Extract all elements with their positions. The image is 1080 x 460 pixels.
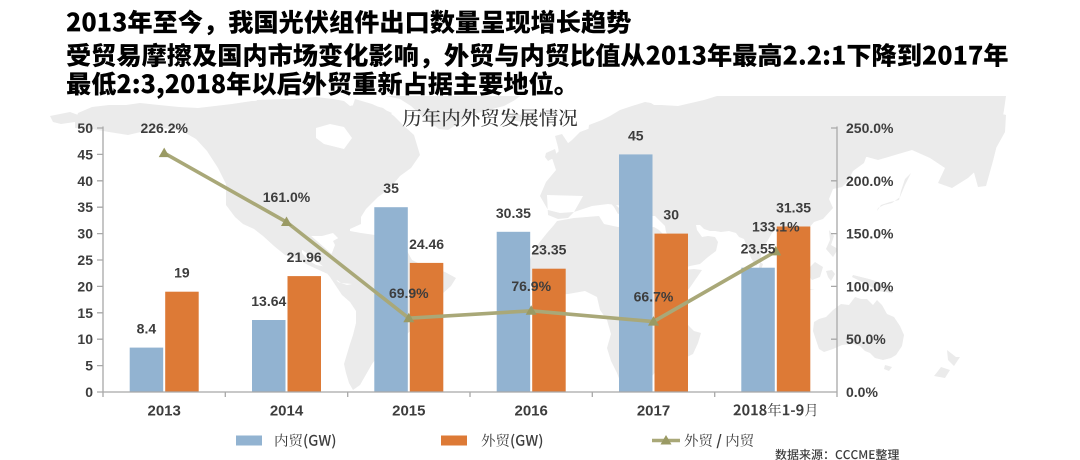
svg-text:200.0%: 200.0% [846,173,894,189]
svg-text:50.0%: 50.0% [846,331,886,347]
svg-text:15: 15 [77,305,93,321]
svg-text:150.0%: 150.0% [846,226,894,242]
svg-text:69.9%: 69.9% [389,285,429,301]
svg-text:45: 45 [77,146,93,162]
svg-text:25: 25 [77,252,93,268]
svg-text:161.0%: 161.0% [263,189,311,205]
svg-text:20: 20 [77,278,93,294]
svg-text:133.1%: 133.1% [752,218,800,234]
svg-text:50: 50 [77,120,93,136]
svg-text:2015: 2015 [392,402,425,419]
svg-text:35: 35 [383,180,399,196]
svg-text:0: 0 [85,384,93,400]
svg-text:0.0%: 0.0% [846,384,878,400]
svg-text:100.0%: 100.0% [846,278,894,294]
svg-text:40: 40 [77,173,93,189]
svg-text:5: 5 [85,358,93,374]
svg-text:31.35: 31.35 [776,200,811,216]
svg-text:24.46: 24.46 [409,236,444,252]
svg-text:2017: 2017 [637,402,670,419]
svg-text:30: 30 [663,207,679,223]
svg-text:30: 30 [77,226,93,242]
svg-text:2016: 2016 [515,402,548,419]
svg-text:30.35: 30.35 [496,205,531,221]
svg-text:10: 10 [77,331,93,347]
svg-text:250.0%: 250.0% [846,120,894,136]
svg-text:19: 19 [174,265,190,281]
svg-text:2014: 2014 [270,402,304,419]
svg-text:21.96: 21.96 [287,249,322,265]
svg-text:13.64: 13.64 [251,293,286,309]
svg-text:226.2%: 226.2% [140,120,188,136]
svg-text:23.55: 23.55 [741,241,776,257]
svg-text:35: 35 [77,199,93,215]
svg-text:76.9%: 76.9% [511,278,551,294]
svg-text:8.4: 8.4 [137,321,157,337]
svg-text:45: 45 [628,127,644,143]
svg-text:2013: 2013 [148,402,181,419]
svg-text:23.35: 23.35 [531,242,566,258]
svg-text:66.7%: 66.7% [634,289,674,305]
